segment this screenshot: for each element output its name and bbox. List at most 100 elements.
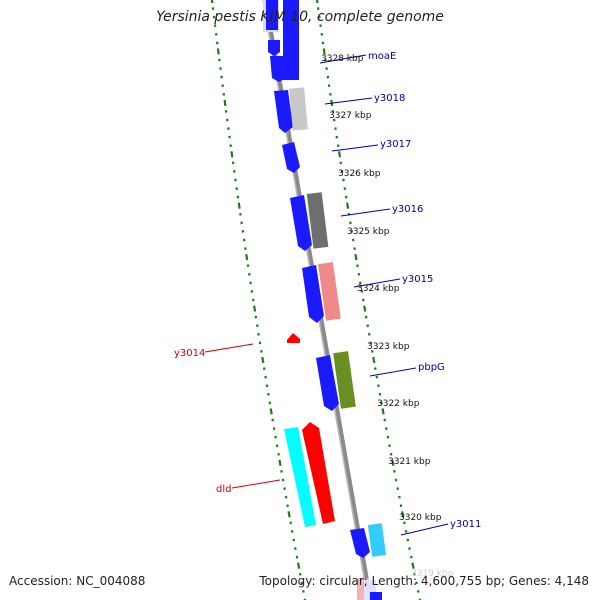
feature-bottom-blue xyxy=(370,592,382,600)
tick-mark xyxy=(388,444,391,448)
tick-mark xyxy=(398,495,401,499)
kbp-label: 3323 kbp xyxy=(367,342,410,352)
tick-mark xyxy=(349,221,352,225)
tick-mark xyxy=(246,264,250,268)
tick-mark xyxy=(354,253,358,261)
tick-mark xyxy=(401,511,405,518)
kbp-label: 3321 kbp xyxy=(388,457,431,467)
tick-mark xyxy=(413,572,417,576)
tick-mark xyxy=(350,230,354,233)
tick-mark xyxy=(329,92,332,96)
tick-mark xyxy=(381,408,385,415)
tick-mark xyxy=(219,67,222,70)
tick-mark xyxy=(322,48,326,55)
tick-mark xyxy=(222,92,226,96)
tick-mark xyxy=(289,521,292,525)
tick-mark xyxy=(326,75,330,79)
tick-mark xyxy=(278,459,282,467)
feature-blue xyxy=(270,56,286,82)
tick-mark xyxy=(227,127,230,130)
tick-mark xyxy=(316,7,320,10)
tick-mark xyxy=(235,187,238,190)
kbp-label: 3325 kbp xyxy=(347,227,390,237)
feature-y3017-blue xyxy=(282,142,300,173)
tick-mark xyxy=(404,530,408,533)
tick-mark xyxy=(281,478,285,482)
gene-label-y3016: y3016 xyxy=(392,204,423,215)
tick-mark xyxy=(337,151,342,158)
tick-mark xyxy=(218,58,221,62)
tick-mark xyxy=(233,170,236,173)
tick-mark xyxy=(331,110,335,113)
tick-mark xyxy=(340,170,344,173)
tick-mark xyxy=(264,375,267,379)
tick-mark xyxy=(231,161,235,165)
tick-mark xyxy=(241,230,245,233)
leader-line-y3014 xyxy=(204,343,254,353)
tick-mark xyxy=(357,272,361,276)
feature-y3015-blue xyxy=(302,265,324,323)
tick-mark xyxy=(220,75,223,79)
tick-mark xyxy=(234,178,237,182)
tick-mark xyxy=(252,298,255,302)
tick-mark xyxy=(212,15,216,19)
tick-mark xyxy=(250,290,254,293)
tick-mark xyxy=(269,408,273,415)
tick-mark xyxy=(356,264,359,268)
tick-mark xyxy=(223,99,227,107)
tick-mark xyxy=(375,375,379,379)
tick-mark xyxy=(214,32,218,36)
feature-y3016-gray xyxy=(306,192,329,249)
leader-line-y3016 xyxy=(340,208,391,217)
tick-mark xyxy=(377,384,380,388)
tick-mark xyxy=(254,315,258,319)
feature-y3011-blue xyxy=(350,528,370,558)
feature-y3015-pink xyxy=(318,262,341,321)
leader-line-y3011 xyxy=(400,523,449,536)
kbp-label: 3324 kbp xyxy=(357,284,400,294)
tick-mark xyxy=(335,135,339,139)
gene-label-y3017: y3017 xyxy=(380,139,411,150)
tick-mark xyxy=(416,590,420,593)
leader-line-y3017 xyxy=(331,144,379,152)
tick-mark xyxy=(274,435,277,439)
tick-mark xyxy=(295,555,299,559)
feature-blue xyxy=(266,0,278,30)
tick-mark xyxy=(383,418,387,422)
tick-mark xyxy=(359,281,362,285)
feature-y3018-gray xyxy=(289,87,308,131)
tick-mark xyxy=(391,459,395,467)
tick-mark xyxy=(272,427,276,430)
tick-mark xyxy=(280,470,283,473)
tick-mark xyxy=(296,562,301,569)
tick-mark xyxy=(265,384,269,388)
tick-mark xyxy=(370,350,374,353)
tick-mark xyxy=(275,444,279,448)
tick-mark xyxy=(248,272,251,276)
tick-mark xyxy=(292,538,296,542)
tick-mark xyxy=(386,435,390,439)
tick-mark xyxy=(221,84,224,88)
feature-top-group xyxy=(263,0,299,82)
tick-mark xyxy=(325,67,328,70)
tick-mark xyxy=(399,504,403,508)
tick-mark xyxy=(294,547,297,550)
tick-mark xyxy=(378,392,382,396)
tick-mark xyxy=(284,495,288,499)
leader-line-y3015 xyxy=(353,278,401,288)
tick-mark xyxy=(230,151,234,158)
tick-mark xyxy=(367,332,371,336)
tick-mark xyxy=(253,305,257,312)
gene-labels: moaE y3018 y3017 y3016 y3015 pbpG y3011 … xyxy=(174,51,481,530)
feature-pbpG-olive xyxy=(333,351,356,409)
tick-mark xyxy=(216,48,220,55)
tick-mark xyxy=(286,504,289,508)
tick-mark xyxy=(394,478,398,482)
tick-mark xyxy=(346,202,350,209)
tick-mark xyxy=(298,572,302,576)
tick-mark xyxy=(411,562,415,569)
tick-mark xyxy=(409,555,413,559)
tick-mark xyxy=(406,538,410,542)
